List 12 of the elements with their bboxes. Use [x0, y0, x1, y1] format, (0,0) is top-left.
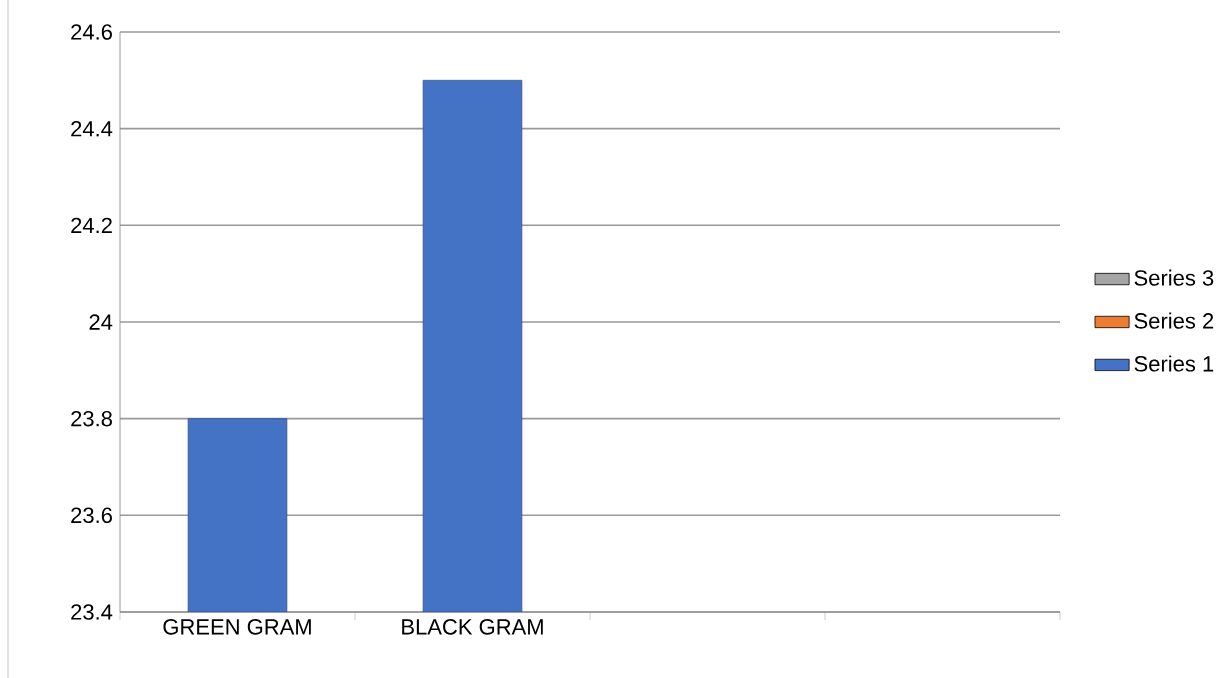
y-tick-label: 23.4 [71, 604, 113, 620]
y-tick-label: 24.4 [71, 121, 113, 137]
legend-label: Series 1 [1134, 355, 1214, 372]
y-tick-label: 24.2 [71, 217, 112, 233]
y-tick-label: 23.8 [71, 410, 112, 427]
y-tick-label: 24 [89, 314, 113, 330]
legend-label: Series 2 [1134, 312, 1214, 329]
x-tick-label: GREEN GRAM [163, 619, 311, 635]
x-tick-label: BLACK GRAM [402, 619, 543, 635]
legend-label: Series 3 [1134, 269, 1214, 286]
y-tick-label: 23.6 [71, 507, 112, 524]
y-tick-label: 24.6 [71, 24, 112, 40]
